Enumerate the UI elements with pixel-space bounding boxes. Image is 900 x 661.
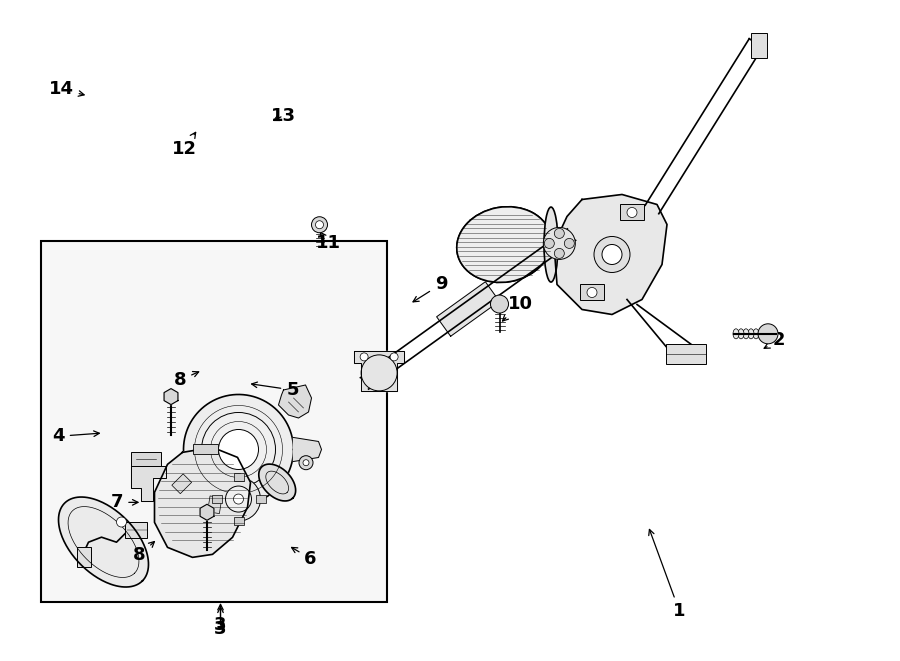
Bar	[40, 241, 387, 602]
Ellipse shape	[743, 329, 749, 339]
Circle shape	[602, 245, 622, 264]
Bar	[233, 473, 244, 481]
Polygon shape	[293, 438, 321, 461]
Text: 4: 4	[52, 427, 99, 446]
Polygon shape	[554, 194, 667, 315]
Circle shape	[299, 455, 313, 470]
Circle shape	[554, 249, 564, 258]
Polygon shape	[354, 351, 404, 391]
Text: 8: 8	[174, 371, 199, 389]
Bar	[620, 204, 644, 221]
Circle shape	[316, 221, 323, 229]
Circle shape	[627, 208, 637, 217]
Text: 5: 5	[252, 381, 299, 399]
Circle shape	[491, 295, 508, 313]
Ellipse shape	[753, 329, 759, 339]
Ellipse shape	[748, 329, 754, 339]
Text: 1: 1	[649, 529, 686, 621]
Ellipse shape	[544, 207, 558, 282]
Circle shape	[233, 494, 244, 504]
Text: 2: 2	[764, 331, 785, 350]
Polygon shape	[164, 389, 178, 405]
Bar	[751, 33, 767, 58]
Circle shape	[116, 517, 127, 527]
Text: 11: 11	[316, 231, 341, 253]
Bar	[208, 496, 222, 514]
Text: 13: 13	[271, 106, 296, 125]
Text: 3: 3	[214, 615, 227, 634]
Text: 12: 12	[172, 132, 197, 158]
Bar	[193, 444, 218, 454]
Circle shape	[360, 353, 368, 361]
Circle shape	[594, 237, 630, 272]
Bar	[130, 452, 160, 466]
Text: 8: 8	[133, 541, 155, 564]
Bar	[256, 495, 266, 503]
Text: 14: 14	[49, 80, 84, 98]
Circle shape	[587, 288, 597, 297]
Polygon shape	[155, 447, 250, 557]
Circle shape	[361, 355, 397, 391]
Ellipse shape	[733, 329, 739, 339]
Bar	[212, 495, 221, 503]
Circle shape	[202, 412, 275, 486]
Polygon shape	[58, 497, 148, 587]
Polygon shape	[184, 395, 293, 504]
Circle shape	[554, 229, 564, 239]
Ellipse shape	[738, 329, 744, 339]
Polygon shape	[130, 466, 166, 501]
Circle shape	[303, 459, 309, 466]
Circle shape	[217, 477, 260, 521]
Circle shape	[544, 239, 554, 249]
Polygon shape	[436, 282, 500, 336]
Circle shape	[219, 430, 258, 469]
Bar	[666, 344, 706, 364]
Bar	[124, 522, 147, 538]
Text: 7: 7	[111, 493, 138, 512]
Circle shape	[226, 486, 251, 512]
Text: 9: 9	[413, 275, 447, 302]
Circle shape	[544, 227, 575, 259]
Ellipse shape	[457, 207, 551, 282]
Circle shape	[564, 239, 574, 249]
Bar	[580, 284, 604, 301]
Polygon shape	[278, 385, 311, 418]
Polygon shape	[200, 504, 214, 520]
Bar	[76, 547, 91, 567]
Text: 10: 10	[502, 295, 533, 321]
Bar	[172, 474, 192, 494]
Circle shape	[758, 324, 778, 344]
Polygon shape	[259, 464, 295, 501]
Bar	[233, 517, 244, 525]
Text: 6: 6	[292, 547, 317, 568]
Circle shape	[311, 217, 328, 233]
Text: 3: 3	[214, 620, 227, 639]
Circle shape	[390, 353, 398, 361]
